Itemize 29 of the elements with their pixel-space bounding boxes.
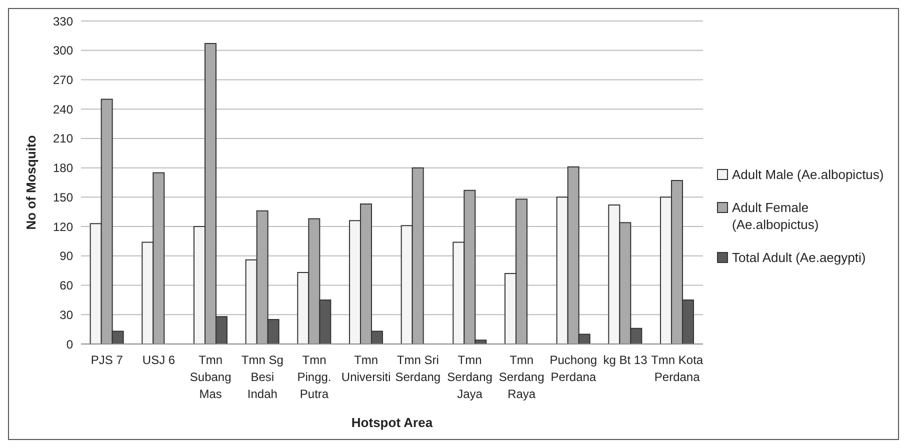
y-tick-label: 300 (52, 44, 74, 58)
x-axis-title: Hotspot Area (351, 415, 434, 430)
y-tick-label: 240 (52, 102, 74, 116)
legend-label: Adult Female (Ae.albopictus) (732, 199, 820, 233)
x-tick-label: Tmn Serdang Raya (498, 353, 544, 401)
y-tick-label: 150 (52, 190, 74, 204)
x-tick-label: USJ 6 (142, 353, 176, 367)
y-tick-label: 60 (60, 278, 74, 293)
x-tick-label: PJS 7 (90, 353, 124, 367)
x-tick-label: Tmn Pingg. Putra (297, 353, 332, 401)
x-tick-label: kg Bt 13 (603, 353, 648, 367)
x-tick-label: Tmn Serdang Jaya (447, 353, 492, 401)
legend-label: Total Adult (Ae.aegypti) (732, 249, 866, 266)
y-tick-label: 120 (52, 220, 74, 234)
y-tick-label: 180 (52, 161, 74, 176)
x-tick-label: Tmn Subang Mas (190, 353, 232, 401)
y-tick-label: 30 (60, 308, 74, 322)
y-tick-label: 210 (52, 132, 74, 146)
y-tick-label: 330 (52, 14, 74, 28)
x-tick-label: Tmn Sg Besi Indah (241, 353, 284, 401)
y-tick-label: 0 (66, 337, 74, 352)
x-tick-label: Tmn Universiti (341, 353, 391, 384)
y-tick-label: 90 (60, 249, 74, 264)
legend-label: Adult Male (Ae.albopictus) (732, 166, 884, 183)
y-axis-title: No of Mosquito (24, 135, 39, 230)
x-tick-label: Tmn Sri Serdang (395, 353, 441, 384)
y-tick-label: 270 (52, 72, 74, 87)
x-tick-label: Tmn Kota Perdana (651, 353, 704, 384)
x-tick-label: Puchong Perdana (550, 353, 598, 384)
